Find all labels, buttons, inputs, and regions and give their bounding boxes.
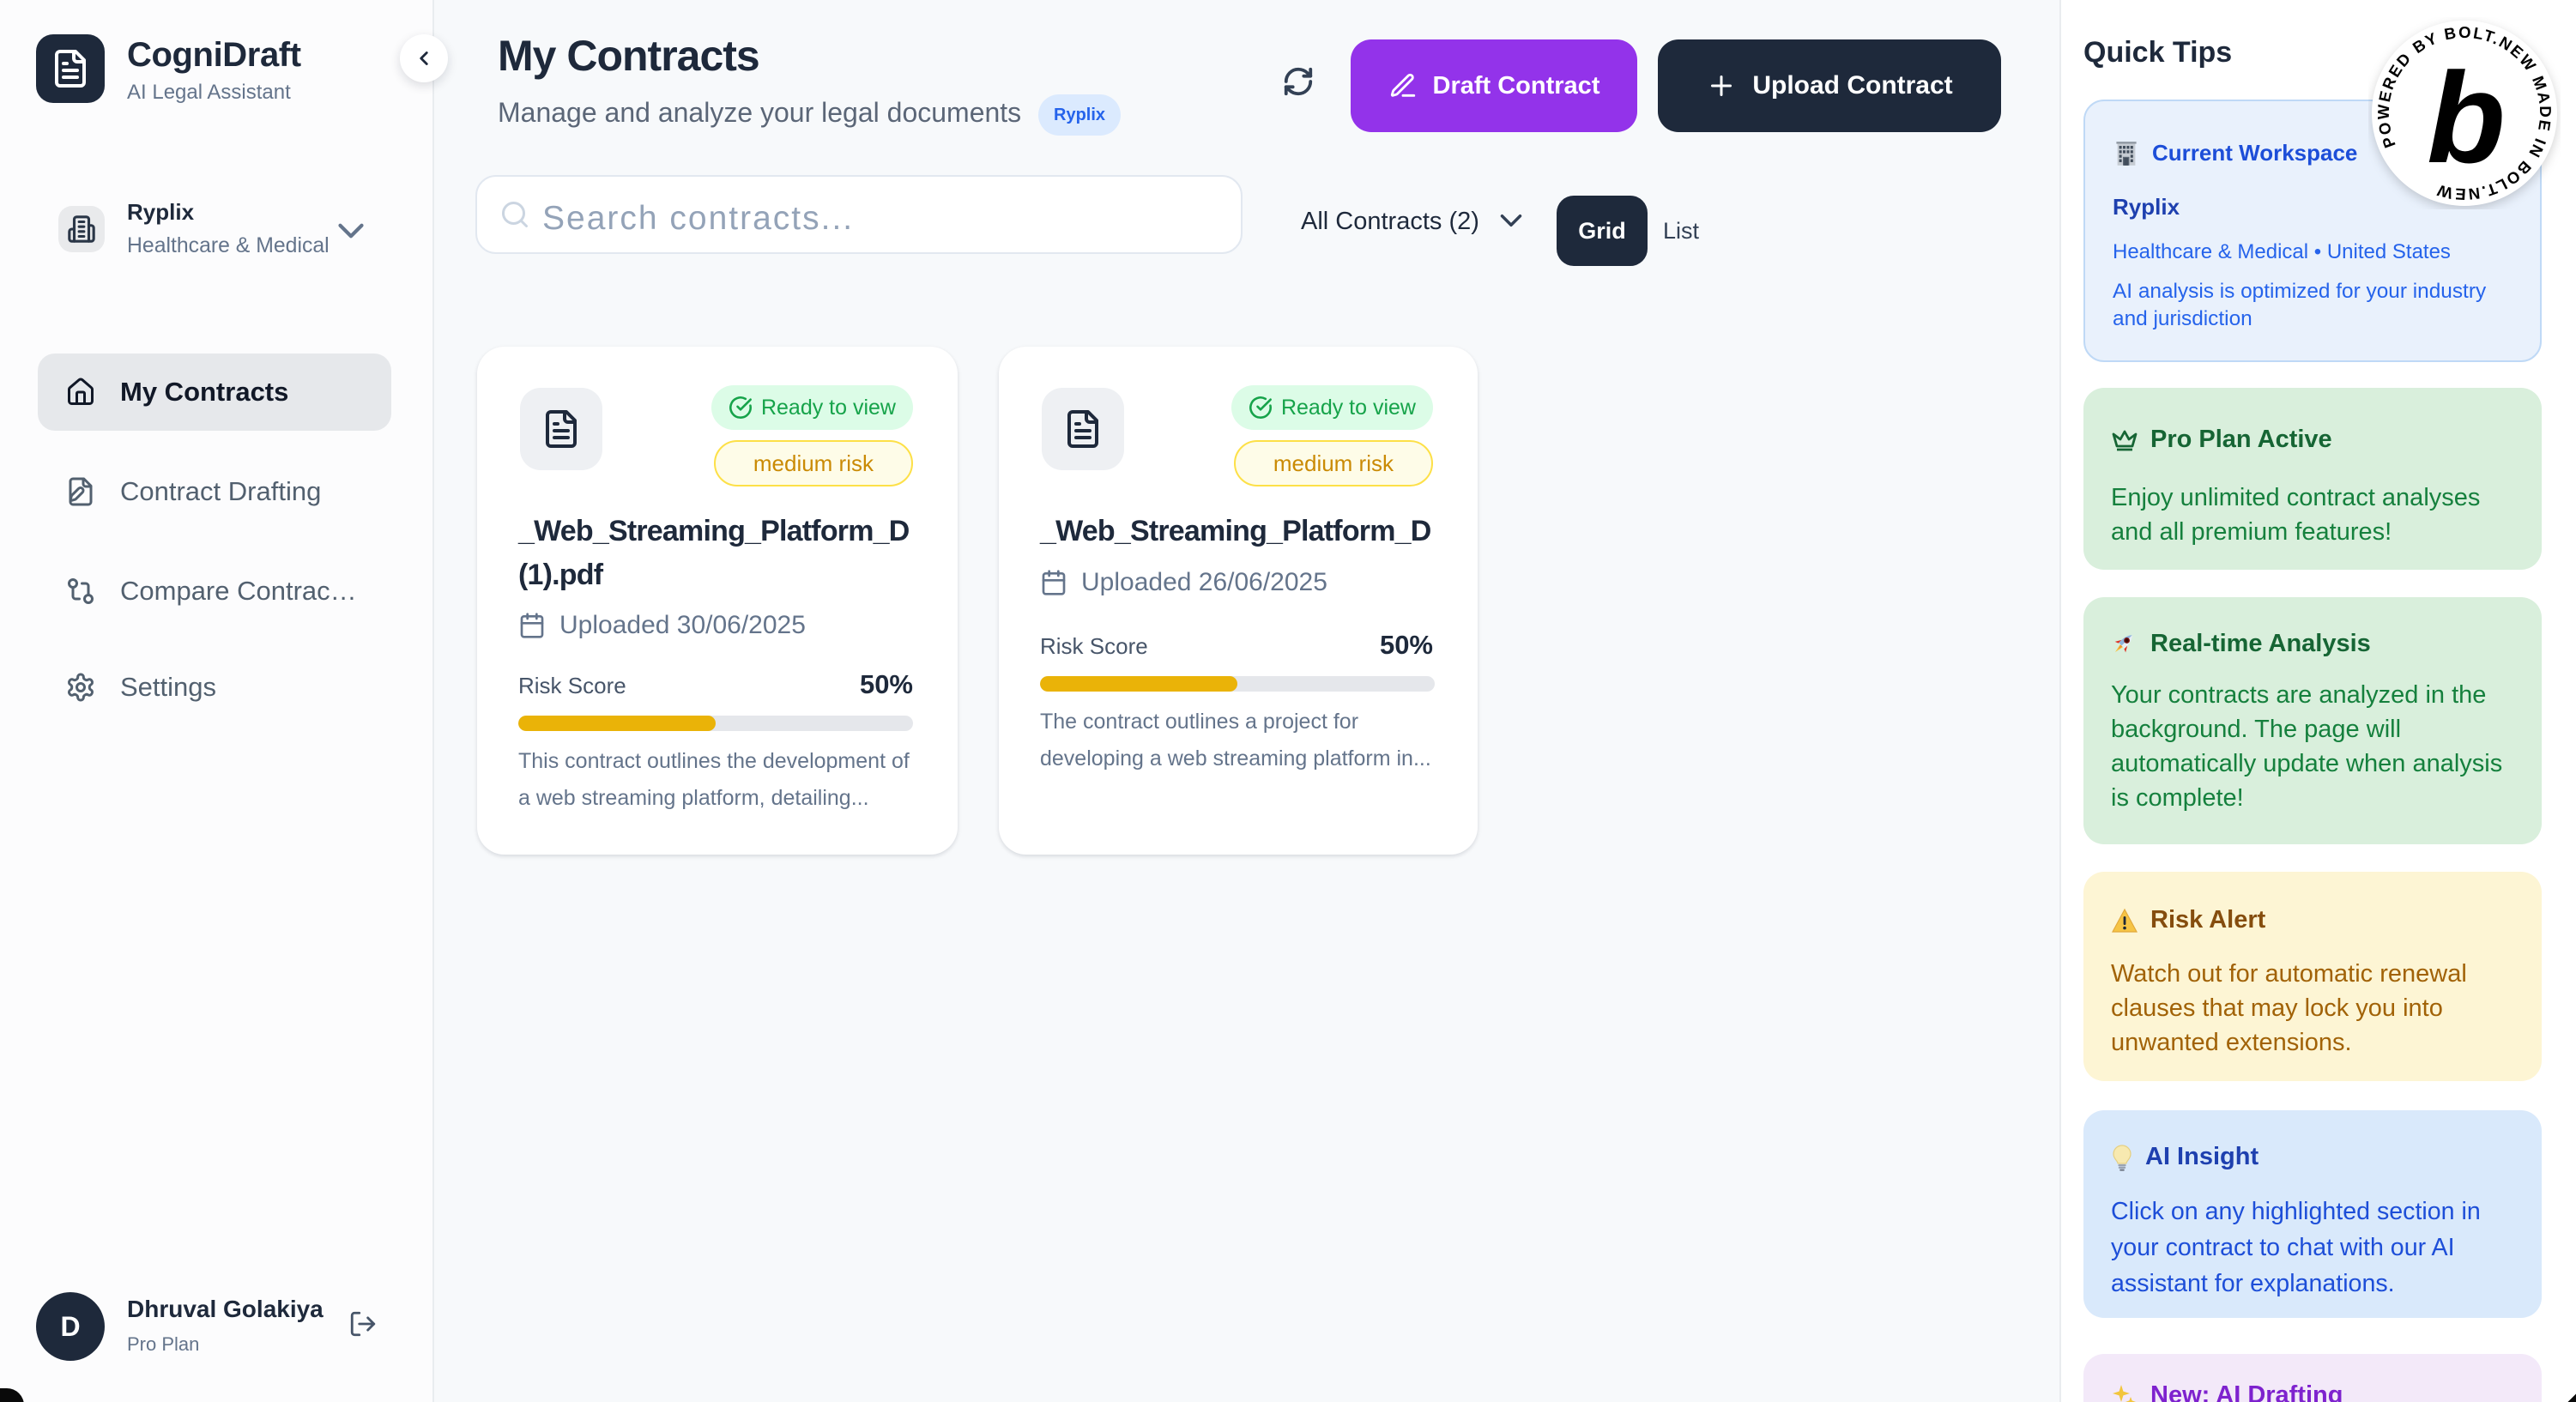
svg-text:b: b	[2427, 45, 2506, 190]
